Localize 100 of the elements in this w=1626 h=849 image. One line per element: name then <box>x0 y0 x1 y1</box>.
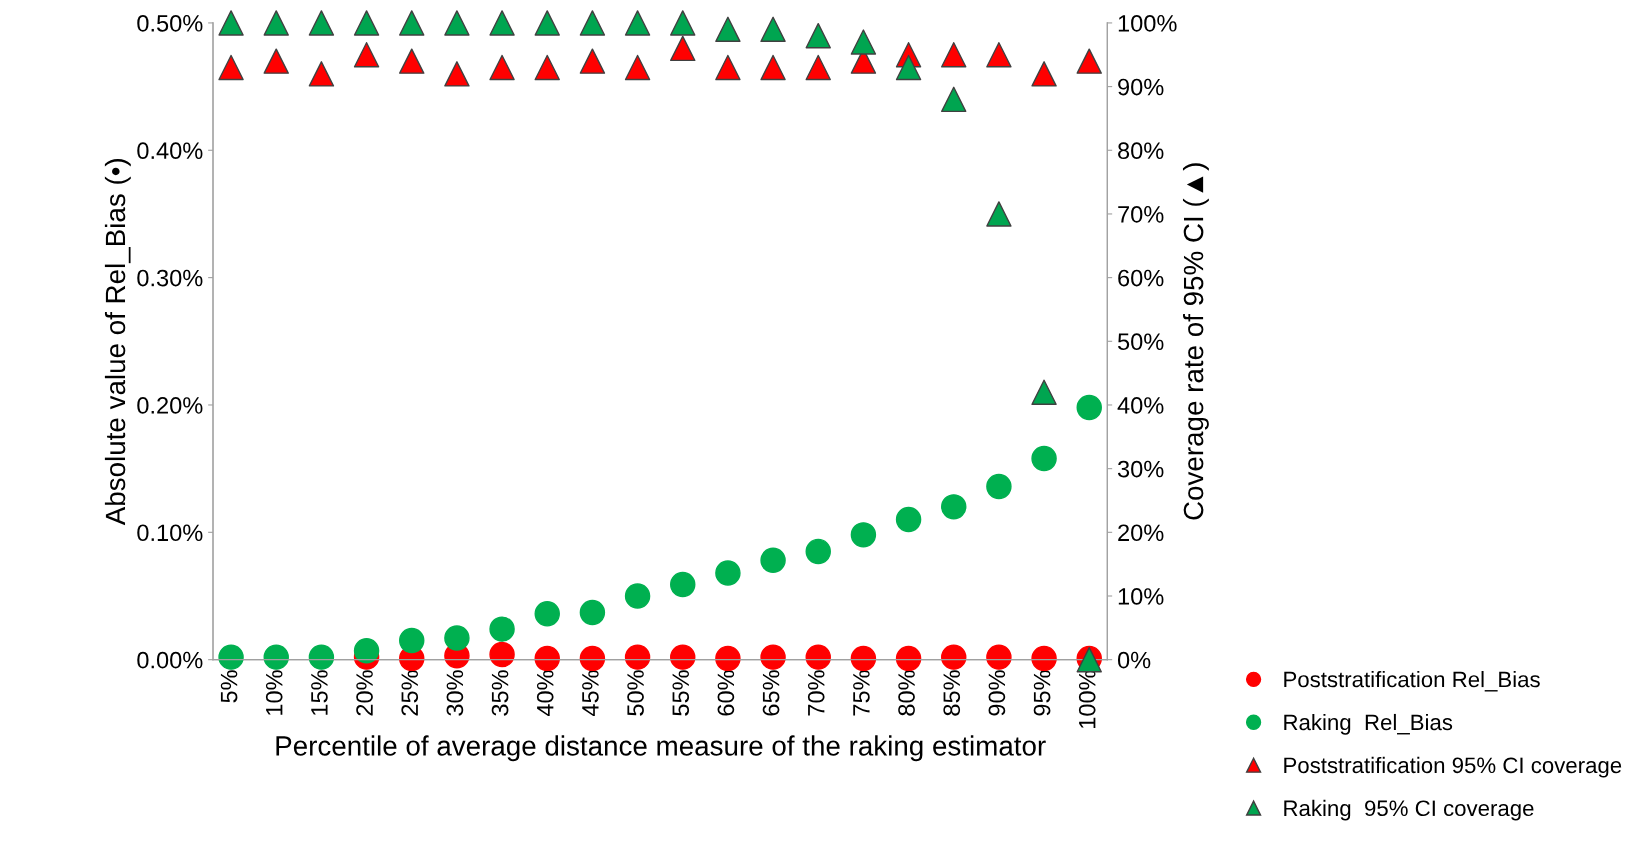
point <box>1031 61 1057 87</box>
y-tick-label: 0.20% <box>137 397 203 414</box>
x-tick-label: 80% <box>898 670 915 716</box>
y2-tick-label: 70% <box>1118 206 1164 223</box>
point <box>534 54 560 81</box>
legend-label: Raking 95% CI coverage <box>1284 799 1534 821</box>
point <box>489 616 515 642</box>
point <box>760 644 786 670</box>
x-axis-title: Percentile of average distance measure of the raking estimator <box>276 735 1046 762</box>
point <box>399 627 425 654</box>
point <box>353 638 380 664</box>
x-tick-label: 5% <box>220 670 238 703</box>
y2-tick-label: 40% <box>1117 397 1164 414</box>
point <box>1031 645 1057 672</box>
point <box>218 10 244 36</box>
x-tick-label: 45% <box>582 670 599 717</box>
point <box>308 644 335 670</box>
point <box>715 560 741 586</box>
y-tick-label: 0.30% <box>137 269 203 287</box>
y-tick-label: 0.10% <box>137 524 203 542</box>
point <box>805 644 831 670</box>
point <box>624 10 651 36</box>
point <box>986 201 1012 227</box>
point <box>941 42 967 68</box>
point <box>850 522 877 548</box>
y2-tick-label: 30% <box>1117 460 1164 478</box>
point <box>670 571 696 598</box>
x-tick-label: 50% <box>627 670 644 716</box>
point <box>534 645 560 672</box>
y2-tick-label: 80% <box>1118 142 1164 160</box>
point <box>444 61 470 87</box>
y2-tick-label: 10% <box>1118 588 1164 605</box>
point <box>670 35 696 62</box>
point <box>895 645 922 672</box>
point <box>1031 379 1057 405</box>
x-tick-label: 15% <box>311 670 328 715</box>
y-tick-label: 0.00% <box>137 651 203 669</box>
x-tick-label: 85% <box>943 670 961 716</box>
point <box>941 494 967 520</box>
point <box>399 10 425 36</box>
point <box>670 10 696 36</box>
point <box>579 10 606 36</box>
point <box>670 644 696 670</box>
point <box>760 547 786 574</box>
point <box>850 29 877 55</box>
point <box>895 506 922 533</box>
x-tick-label: 20% <box>356 670 373 716</box>
x-tick-label: 40% <box>536 670 554 717</box>
point <box>1076 394 1102 421</box>
point <box>986 42 1012 68</box>
point <box>399 48 425 74</box>
point <box>308 61 335 87</box>
point <box>489 641 515 668</box>
y-tick-label: 0.40% <box>137 142 203 160</box>
y2-tick-label: 0% <box>1117 651 1151 669</box>
y2-tick-label: 90% <box>1118 78 1164 96</box>
point <box>263 644 289 670</box>
point <box>489 10 515 36</box>
y2-axis-title: Coverage rate of 95% CI (▲) <box>1182 163 1209 520</box>
x-tick-label: 10% <box>265 670 283 715</box>
point <box>353 10 380 36</box>
point <box>760 54 786 81</box>
point <box>760 16 786 43</box>
point <box>353 42 380 68</box>
point <box>308 10 335 36</box>
point <box>805 54 831 81</box>
x-tick-label: 35% <box>491 670 509 716</box>
point <box>1076 48 1102 74</box>
x-tick-label: 25% <box>401 670 419 716</box>
point <box>489 54 515 81</box>
point <box>715 16 741 43</box>
x-tick-label: 30% <box>446 670 464 716</box>
point <box>263 10 289 36</box>
point <box>444 625 470 651</box>
point <box>624 54 651 81</box>
y2-tick-label: 20% <box>1118 524 1164 542</box>
point <box>579 48 606 74</box>
y2-tick-label: 100% <box>1118 14 1177 32</box>
point <box>715 645 741 672</box>
x-tick-label: 100% <box>1078 670 1096 728</box>
x-tick-label: 95% <box>1033 670 1051 716</box>
point <box>941 644 967 670</box>
point <box>579 645 606 672</box>
point <box>218 54 244 81</box>
y-axis-title: Absolute value of Rel_Bias (•) <box>104 159 131 526</box>
point <box>444 10 470 36</box>
point <box>850 645 877 672</box>
x-tick-label: 90% <box>988 670 1006 716</box>
point <box>895 54 922 81</box>
point <box>805 538 831 565</box>
point <box>624 583 651 609</box>
x-tick-label: 75% <box>853 670 870 716</box>
point <box>534 601 560 627</box>
point <box>1031 445 1057 472</box>
point <box>534 10 560 36</box>
legend-label: Poststratification 95% CI coverage <box>1284 756 1622 778</box>
point <box>579 599 606 626</box>
point <box>986 473 1012 500</box>
point <box>941 86 967 113</box>
legend-label: Raking Rel_Bias <box>1284 713 1453 735</box>
